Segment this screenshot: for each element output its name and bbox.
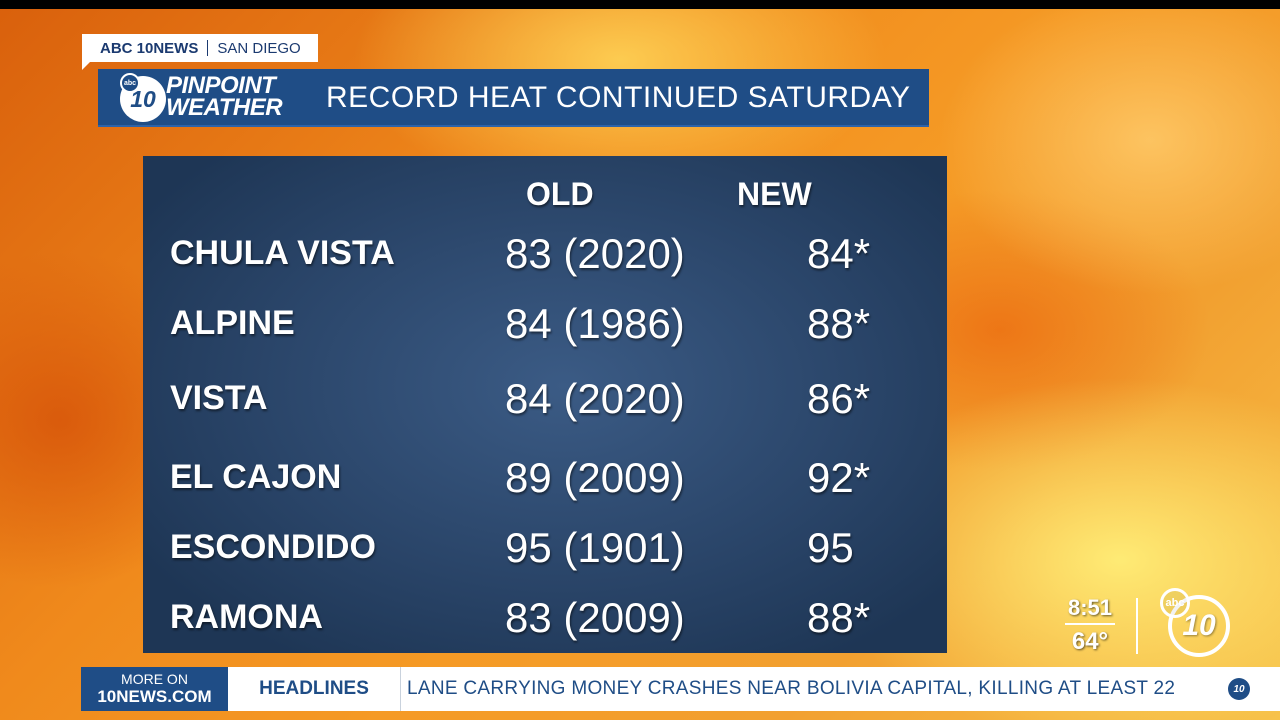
new-record: 92* — [807, 454, 871, 501]
table-row: VISTA 84 (2020) 86* — [143, 375, 947, 429]
new-record: 86* — [807, 375, 871, 422]
table-row: ALPINE 84 (1986) 88* — [143, 300, 947, 354]
source-tag-tail — [82, 62, 90, 70]
bug-divider — [1136, 598, 1138, 654]
city-name: VISTA — [170, 379, 268, 417]
headline-crawl: LANE CARRYING MONEY CRASHES NEAR BOLIVIA… — [401, 667, 1280, 711]
abc-logo-icon: abc — [120, 73, 140, 93]
source-divider — [207, 40, 209, 56]
pinpoint-weather-logo: PINPOINT WEATHER — [166, 72, 283, 121]
graphic-title: RECORD HEAT CONTINUED SATURDAY — [326, 81, 911, 114]
table-row: EL CAJON 89 (2009) 92* — [143, 454, 947, 508]
column-header-new: NEW — [737, 176, 812, 212]
new-record: 95 — [807, 524, 854, 571]
more-on-10news-link[interactable]: MORE ON 10NEWS.COM — [81, 667, 228, 711]
old-record: 84 (2020) — [505, 375, 685, 422]
records-table: OLD NEW CHULA VISTA 83 (2020) 84* ALPINE… — [143, 156, 947, 653]
city-name: RAMONA — [170, 598, 323, 636]
city-name: EL CAJON — [170, 458, 342, 496]
logo-line-2: WEATHER — [166, 94, 283, 121]
station-logo-icon: 10 — [1168, 595, 1230, 657]
new-record: 88* — [807, 300, 871, 347]
source-location: SAN DIEGO — [217, 39, 301, 57]
title-bar: 10 abc PINPOINT WEATHER RECORD HEAT CONT… — [98, 69, 929, 127]
old-record: 83 (2009) — [505, 594, 685, 641]
ticker-logo-icon: 10 — [1228, 678, 1250, 700]
source-tag: ABC 10NEWS SAN DIEGO — [82, 34, 318, 70]
current-temperature: 64° — [1071, 628, 1109, 655]
table-row: RAMONA 83 (2009) 88* — [143, 594, 947, 648]
city-name: CHULA VISTA — [170, 234, 395, 272]
column-header-old: OLD — [526, 176, 594, 212]
old-record: 89 (2009) — [505, 454, 685, 501]
more-on-label: MORE ON — [121, 671, 188, 687]
old-record: 83 (2020) — [505, 230, 685, 277]
table-row: ESCONDIDO 95 (1901) 95 — [143, 524, 947, 578]
time-temp-bug: 8:51 64° — [1060, 595, 1120, 656]
old-record: 84 (1986) — [505, 300, 685, 347]
city-name: ALPINE — [170, 304, 295, 342]
new-record: 88* — [807, 594, 871, 641]
website-label: 10NEWS.COM — [97, 687, 212, 706]
city-name: ESCONDIDO — [170, 528, 376, 566]
table-row: CHULA VISTA 83 (2020) 84* — [143, 230, 947, 284]
top-letterbox — [0, 0, 1280, 9]
source-brand: ABC 10NEWS — [100, 39, 199, 57]
old-record: 95 (1901) — [505, 524, 685, 571]
logo-line-1: PINPOINT — [166, 72, 276, 99]
news-ticker: MORE ON 10NEWS.COM HEADLINES LANE CARRYI… — [81, 667, 1280, 711]
headlines-section-label: HEADLINES — [228, 667, 401, 711]
time-temp-divider — [1065, 623, 1115, 625]
abc-logo-icon: abc — [1160, 588, 1190, 618]
new-record: 84* — [807, 230, 871, 277]
station-logo-mark: 10 — [1182, 609, 1216, 642]
current-time: 8:51 — [1067, 595, 1113, 620]
